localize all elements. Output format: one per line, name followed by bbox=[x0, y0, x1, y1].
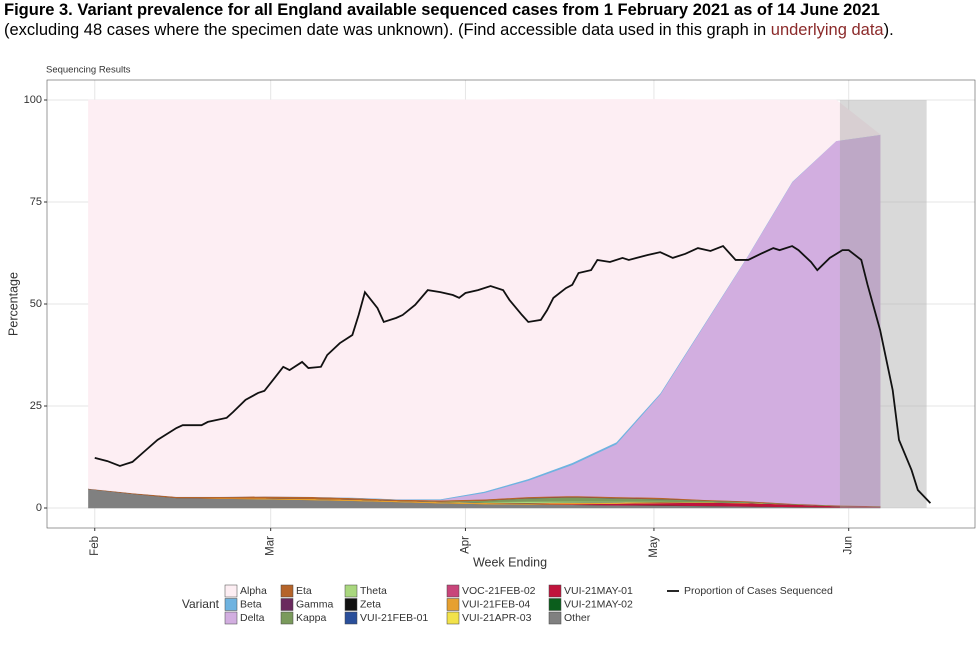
x-axis-title: Week Ending bbox=[473, 555, 547, 569]
subtitle-text: (excluding 48 cases where the specimen d… bbox=[4, 21, 771, 39]
x-tick-label: Jun bbox=[843, 536, 855, 555]
y-tick-label: 75 bbox=[30, 196, 42, 208]
legend-label: VUI-21APR-03 bbox=[462, 612, 532, 624]
legend-swatch bbox=[280, 584, 294, 598]
y-tick-label: 100 bbox=[24, 94, 42, 106]
legend-swatch bbox=[224, 598, 238, 611]
legend-swatch bbox=[344, 611, 358, 625]
panel-label: Sequencing Results bbox=[46, 65, 131, 76]
legend-title: Variant bbox=[182, 597, 220, 611]
legend-label: Zeta bbox=[360, 598, 381, 610]
legend-swatch bbox=[224, 611, 238, 625]
legend-label: Gamma bbox=[296, 598, 334, 610]
legend-swatch bbox=[446, 598, 460, 611]
legend-label: Theta bbox=[360, 585, 387, 597]
legend-label: Beta bbox=[240, 598, 262, 610]
subtitle: (excluding 48 cases where the specimen d… bbox=[4, 21, 894, 40]
x-tick-label: May bbox=[648, 536, 660, 558]
legend-label: VUI-21FEB-04 bbox=[462, 598, 530, 610]
legend-label: Proportion of Cases Sequenced bbox=[684, 585, 833, 597]
legend-label: VOC-21FEB-02 bbox=[462, 585, 536, 597]
data-link[interactable]: underlying data bbox=[770, 21, 884, 39]
legend-label: Other bbox=[564, 612, 591, 624]
legend-swatch bbox=[344, 598, 358, 611]
legend-swatch bbox=[548, 584, 562, 598]
legend-label: Eta bbox=[296, 585, 312, 597]
legend-swatch bbox=[446, 584, 460, 598]
area bbox=[88, 99, 881, 500]
legend-label: VUI-21MAY-01 bbox=[564, 585, 633, 597]
legend-swatch bbox=[224, 584, 238, 598]
legend-swatch bbox=[344, 584, 358, 598]
legend-swatch bbox=[548, 611, 562, 625]
legend-swatch bbox=[280, 598, 294, 611]
legend-swatch bbox=[548, 598, 562, 611]
x-tick-label: Feb bbox=[89, 536, 101, 556]
y-tick-label: 50 bbox=[30, 298, 42, 310]
line bbox=[94, 244, 932, 504]
x-tick-label: Mar bbox=[265, 536, 277, 556]
title: Figure 3. Variant prevalence for all Eng… bbox=[4, 1, 880, 19]
x-tick-label: Apr bbox=[459, 536, 471, 554]
subtitle-end: ). bbox=[883, 21, 894, 39]
legend-label: Kappa bbox=[296, 612, 327, 624]
legend-label: VUI-21FEB-01 bbox=[360, 612, 428, 624]
highlight-band bbox=[839, 99, 927, 509]
y-tick-label: 0 bbox=[36, 502, 42, 514]
legend-swatch bbox=[280, 611, 294, 625]
legend-label: Alpha bbox=[240, 585, 267, 597]
legend-label: Delta bbox=[240, 612, 265, 624]
y-tick-label: 25 bbox=[30, 400, 42, 412]
y-axis-title: Percentage bbox=[6, 272, 20, 336]
legend-label: VUI-21MAY-02 bbox=[564, 598, 633, 610]
legend-swatch bbox=[446, 611, 460, 625]
